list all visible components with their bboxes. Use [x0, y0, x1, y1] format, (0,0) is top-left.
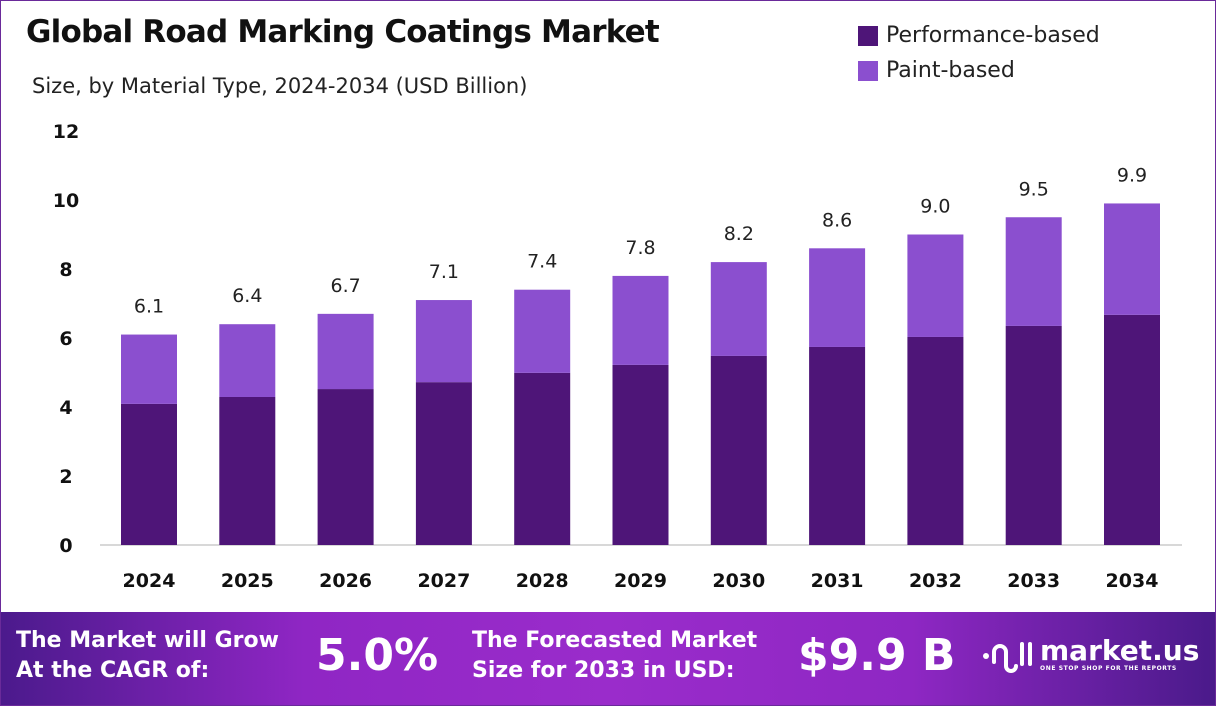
x-tick-label: 2033 [1007, 570, 1060, 592]
bar-performance-based [710, 355, 767, 545]
cagr-label-line1: The Market will Grow [16, 628, 279, 653]
total-data-label: 9.5 [1019, 178, 1049, 200]
legend-swatch-performance [858, 25, 878, 46]
bar-performance-based [1104, 314, 1160, 545]
bar-chart: 0 2 4 6 8 10 12 6.1 2024 6.4 2025 6.7 2026 7.1 2027 7.4… [53, 121, 1182, 592]
forecast-value: $9.9 B [798, 630, 956, 681]
y-tick-label: 12 [53, 121, 79, 143]
bar-performance-based [1005, 325, 1062, 545]
x-tick-label: 2028 [516, 570, 569, 592]
logo-name: market.us [1040, 633, 1200, 667]
chart-title: Global Road Marking Coatings Market [26, 14, 660, 50]
y-tick-label: 4 [59, 397, 72, 419]
bar-performance-based [907, 336, 964, 545]
market-us-logo: market.us ONE STOP SHOP FOR THE REPORTS [980, 632, 1199, 676]
total-data-label: 8.6 [822, 209, 852, 231]
bar-performance-based [121, 403, 177, 545]
x-tick-label: 2029 [614, 570, 667, 592]
x-tick-label: 2025 [221, 570, 274, 592]
bar-performance-based [317, 389, 374, 545]
y-tick-label: 2 [59, 466, 72, 488]
legend-label-paint: Paint-based [886, 58, 1015, 83]
x-tick-label: 2032 [909, 570, 962, 592]
bar-paint-based [1005, 217, 1062, 326]
cagr-value: 5.0% [316, 630, 439, 681]
bar-paint-based [907, 234, 964, 337]
legend-swatch-paint [858, 60, 878, 81]
cagr-label-line2: At the CAGR of: [16, 658, 210, 683]
bar-performance-based [514, 372, 571, 545]
total-data-label: 9.0 [920, 196, 950, 218]
bar-paint-based [219, 324, 276, 397]
bar-performance-based [809, 346, 866, 545]
cagr-label: The Market will Grow At the CAGR of: [16, 626, 279, 686]
bar-paint-based [710, 262, 767, 356]
bar-performance-based [415, 382, 472, 545]
bar-paint-based [612, 275, 669, 365]
total-data-label: 7.4 [527, 251, 557, 273]
y-tick-label: 6 [59, 328, 72, 350]
bar-paint-based [415, 300, 472, 383]
x-tick-label: 2031 [811, 570, 864, 592]
bar-paint-based [809, 248, 866, 347]
x-tick-label: 2030 [712, 570, 765, 592]
forecast-label: The Forecasted Market Size for 2033 in U… [472, 626, 757, 686]
forecast-label-line2: Size for 2033 in USD: [472, 658, 735, 683]
bar-performance-based [612, 364, 669, 545]
y-tick-label: 0 [59, 535, 72, 557]
total-data-label: 8.2 [724, 223, 754, 245]
total-data-label: 9.9 [1117, 164, 1147, 186]
legend: Performance-based Paint-based [858, 18, 1100, 88]
logo-tagline: ONE STOP SHOP FOR THE REPORTS [1040, 664, 1177, 672]
x-tick-label: 2034 [1106, 570, 1159, 592]
total-data-label: 7.8 [625, 237, 655, 259]
y-tick-label: 10 [53, 190, 79, 212]
footer-banner: The Market will Grow At the CAGR of: 5.0… [0, 612, 1216, 706]
x-tick-label: 2024 [123, 570, 176, 592]
x-tick-label: 2027 [417, 570, 470, 592]
bar-performance-based [219, 396, 276, 545]
x-tick-label: 2026 [319, 570, 372, 592]
total-data-label: 7.1 [429, 261, 459, 283]
legend-label-performance: Performance-based [886, 23, 1100, 48]
legend-item-paint: Paint-based [858, 53, 1100, 88]
y-tick-label: 8 [59, 259, 72, 281]
bar-paint-based [317, 313, 374, 390]
total-data-label: 6.4 [232, 285, 262, 307]
bar-paint-based [514, 289, 571, 373]
bar-paint-based [1104, 203, 1160, 315]
forecast-label-line1: The Forecasted Market [472, 628, 758, 653]
market-us-logo-icon [983, 642, 1032, 673]
total-data-label: 6.7 [330, 275, 360, 297]
bar-paint-based [121, 334, 177, 404]
chart-subtitle: Size, by Material Type, 2024-2034 (USD B… [32, 74, 528, 98]
total-data-label: 6.1 [134, 296, 164, 318]
legend-item-performance: Performance-based [858, 18, 1100, 53]
